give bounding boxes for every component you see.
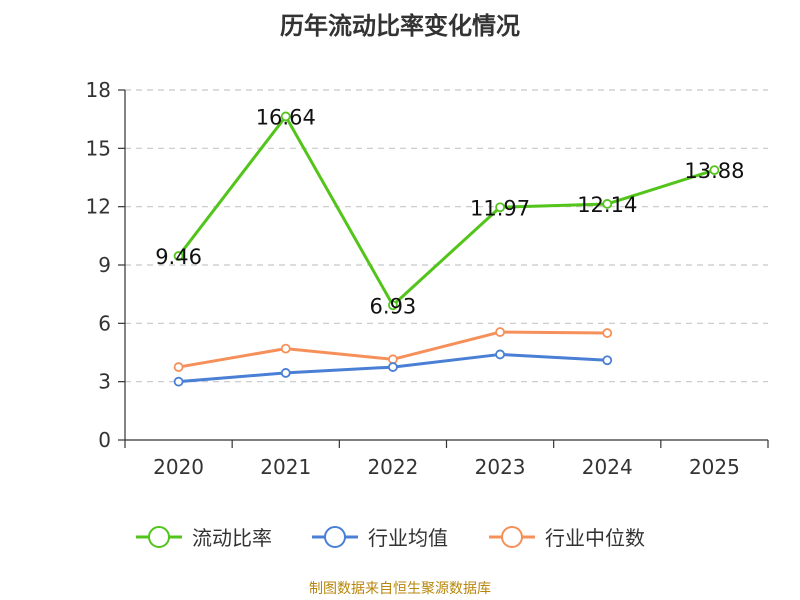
- data-point: [388, 300, 398, 311]
- x-tick-label: 2025: [689, 455, 740, 479]
- legend-label: 行业中位数: [545, 526, 645, 550]
- data-point: [495, 202, 505, 213]
- series-line-0: [177, 114, 715, 307]
- series-points: [173, 111, 720, 387]
- data-point: [602, 328, 613, 338]
- x-tick-label: 2021: [260, 455, 311, 479]
- data-point: [709, 165, 720, 176]
- y-tick-label: 0: [98, 428, 111, 452]
- data-point: [602, 199, 613, 209]
- x-axis-ticks: 2020 2021 2022 2023 2024 2025: [124, 440, 769, 479]
- data-point: [173, 362, 184, 372]
- chart-title: 历年流动比率变化情况: [280, 12, 520, 40]
- x-tick-label: 2020: [153, 455, 204, 479]
- y-tick-label: 9: [98, 253, 111, 277]
- data-point: [280, 368, 291, 378]
- data-point: [280, 343, 291, 354]
- y-tick-label: 12: [86, 195, 111, 219]
- data-point: [388, 362, 398, 372]
- x-tick-label: 2022: [367, 455, 418, 479]
- data-labels: 9.46 16.64 6.93 11.97 12.14 13.88: [155, 105, 744, 318]
- legend-label: 流动比率: [192, 526, 272, 550]
- legend-marker: [501, 526, 523, 548]
- x-tick-label: 2024: [582, 455, 633, 479]
- data-point: [495, 327, 505, 337]
- data-label: 6.93: [370, 294, 417, 318]
- legend: 流动比率 行业均值 行业中位数: [136, 526, 645, 550]
- grid-lines: [125, 89, 768, 383]
- y-tick-label: 18: [86, 78, 111, 102]
- legend-marker: [324, 526, 346, 548]
- y-tick-label: 3: [98, 370, 111, 394]
- data-label: 12.14: [577, 193, 637, 217]
- x-tick-label: 2023: [475, 455, 526, 479]
- data-point: [495, 349, 505, 360]
- data-point: [388, 354, 398, 365]
- y-tick-label: 6: [98, 311, 111, 335]
- data-point: [173, 376, 184, 387]
- source-note: 制图数据来自恒生聚源数据库: [309, 581, 491, 597]
- y-tick-label: 15: [86, 136, 111, 160]
- series-lines: [177, 114, 715, 384]
- data-point: [280, 111, 291, 122]
- data-label: 16.64: [256, 105, 316, 129]
- legend-label: 行业均值: [368, 526, 448, 550]
- data-label: 13.88: [684, 159, 744, 183]
- data-point: [602, 355, 613, 366]
- data-label: 9.46: [155, 245, 202, 269]
- data-point: [173, 251, 184, 261]
- y-axis-ticks: 0 3 6 9 12 15 18: [86, 78, 125, 452]
- data-label: 11.97: [470, 196, 530, 220]
- legend-marker: [148, 526, 170, 548]
